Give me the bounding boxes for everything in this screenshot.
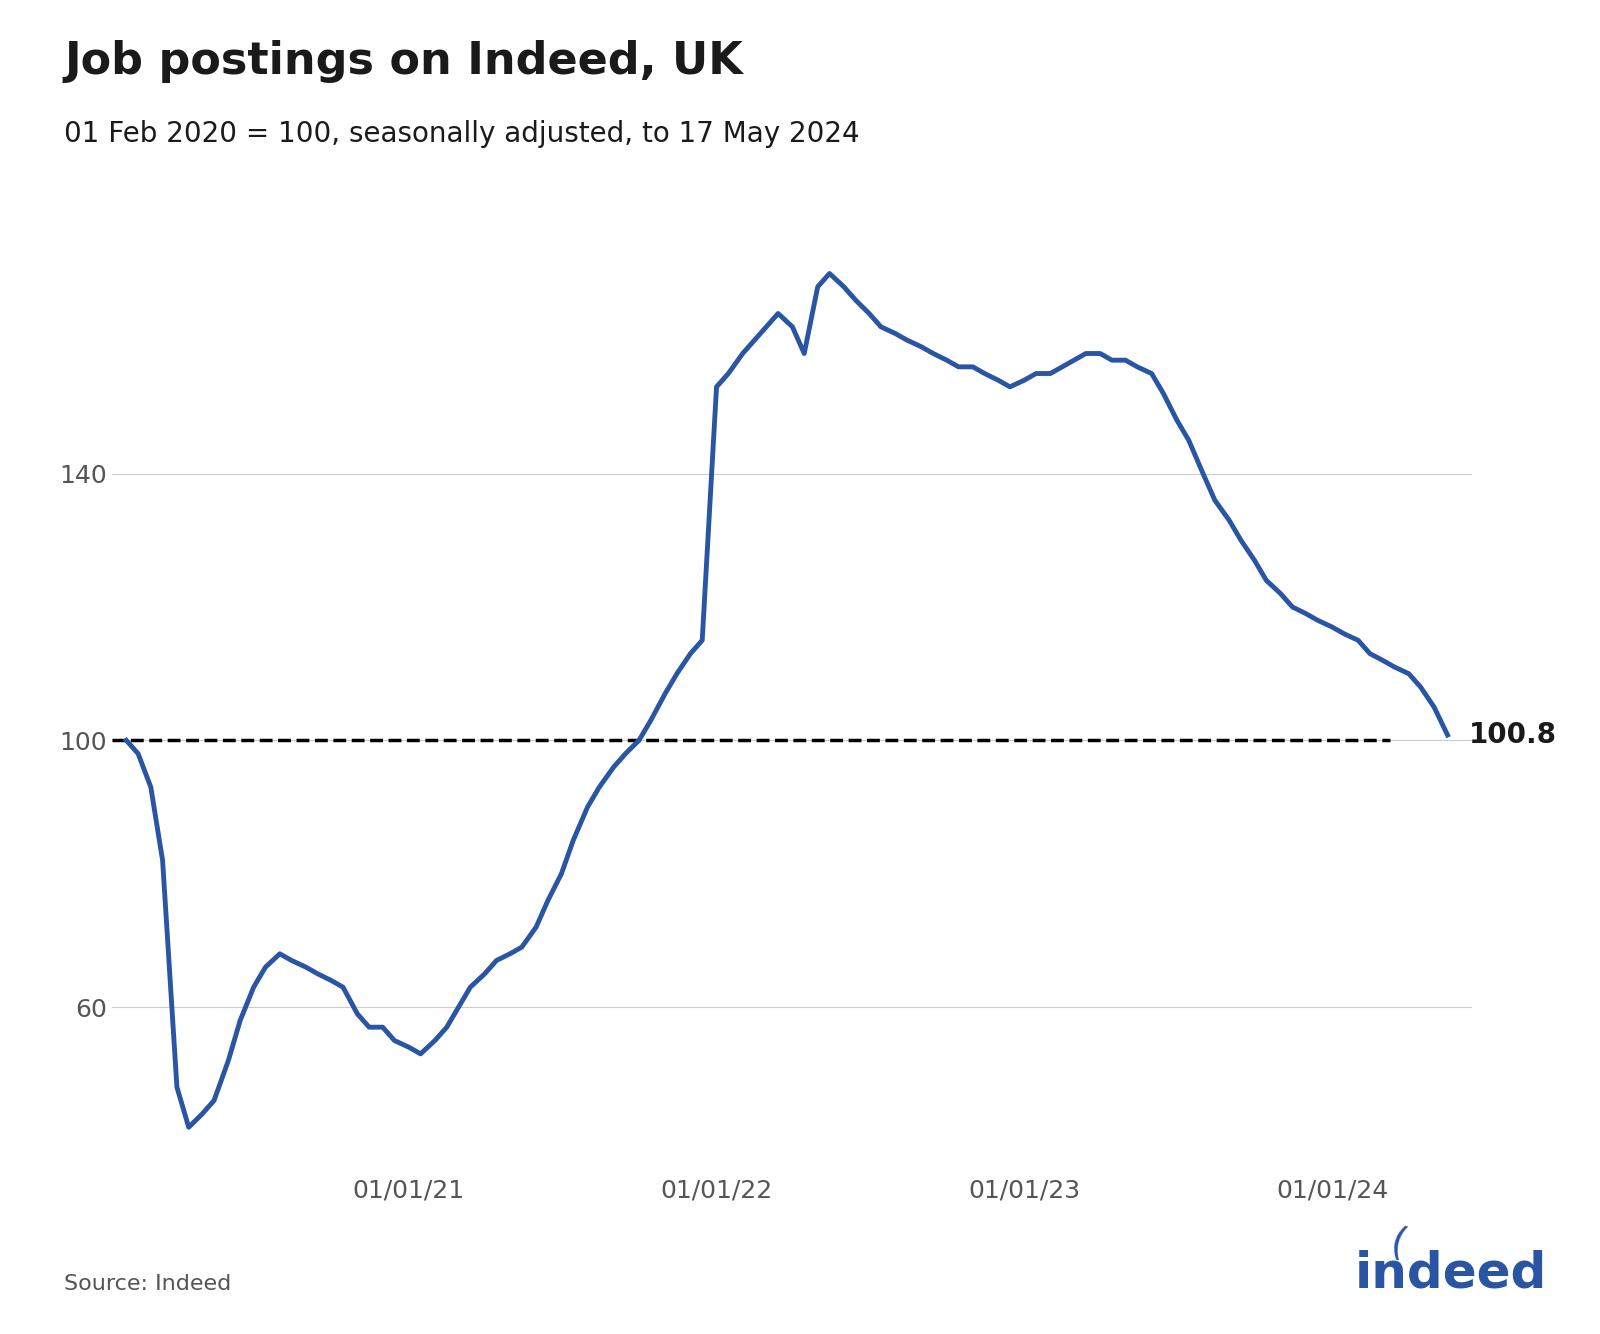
Text: Source: Indeed: Source: Indeed <box>64 1274 232 1294</box>
Text: 100.8: 100.8 <box>1469 722 1557 748</box>
Text: (: ( <box>1386 1223 1410 1265</box>
Text: 01 Feb 2020 = 100, seasonally adjusted, to 17 May 2024: 01 Feb 2020 = 100, seasonally adjusted, … <box>64 120 859 148</box>
Text: Job postings on Indeed, UK: Job postings on Indeed, UK <box>64 40 742 83</box>
Text: indeed: indeed <box>1355 1250 1547 1298</box>
